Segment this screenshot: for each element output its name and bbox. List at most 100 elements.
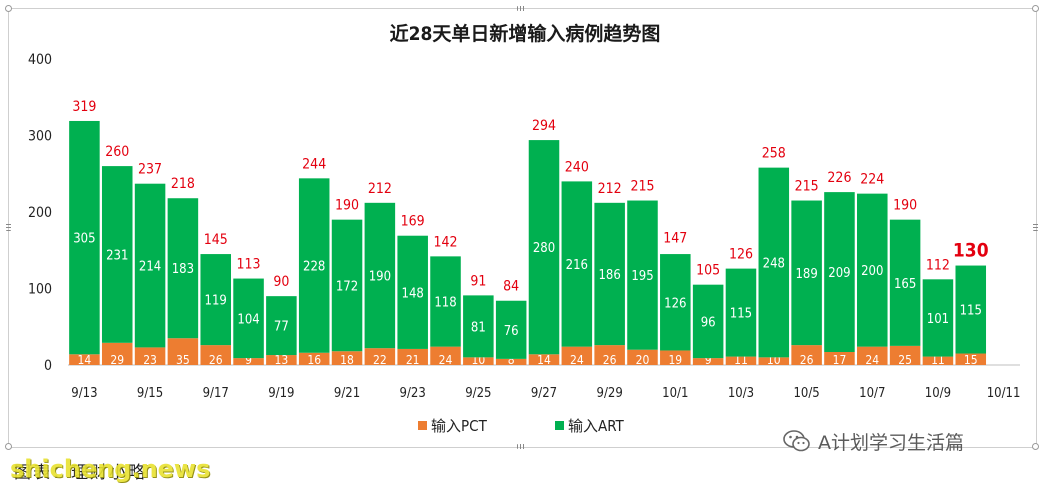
x-tick-label: 9/29 [597,386,623,401]
bar-pct [101,342,133,365]
bar-pct [594,345,625,365]
bar-art [463,295,494,358]
bar-pct [69,354,100,365]
bar-pct [758,357,790,365]
bar-art [298,178,330,353]
bar-pct [430,346,461,365]
bar-art-label: 280 [533,241,555,256]
bar-pct-label: 9 [245,353,252,367]
bar-art [627,200,658,350]
bar-pct-label: 20 [636,353,650,367]
bar-pct [791,345,822,365]
bar-art-label: 183 [172,262,194,277]
bar-art-label: 77 [274,320,289,335]
bar-art [233,278,264,359]
bar-art-label: 104 [237,312,259,327]
bar-art [660,254,691,351]
site-watermark: shicheng.news [10,455,211,483]
bar-total-label: 126 [729,247,753,263]
bar-art-label: 148 [402,286,424,301]
bar-art-label: 305 [73,232,95,247]
bar-pct [331,351,363,365]
bar-art [528,140,560,355]
bar-pct-label: 15 [964,353,978,367]
bar-pct-label: 29 [110,353,124,367]
bar-art-label: 231 [106,248,128,263]
y-tick-label: 300 [28,129,52,145]
bar-pct-label: 14 [78,353,92,367]
bar-total-label: 218 [171,176,195,192]
bar-pct [692,358,724,365]
bar-pct-label: 23 [143,353,157,367]
bar-total-label: 215 [630,179,654,195]
bar-pct-label: 24 [439,353,453,367]
bar-total-label: 113 [237,257,261,273]
bar-pct-label: 25 [898,353,912,367]
bar-pct [134,347,166,365]
bar-art [857,193,888,347]
chart-caption: 图表：理财小略 [14,463,147,483]
bar-art-label: 76 [504,324,519,339]
resize-handle-bottom-left[interactable] [5,443,12,450]
bar-pct-label: 14 [537,353,551,367]
bar-total-label: 215 [795,179,819,195]
bar-art-label: 209 [828,266,850,281]
resize-handle-bottom[interactable] [517,444,526,449]
resize-handle-top[interactable] [517,6,526,11]
x-tick-label: 10/9 [925,386,951,401]
bar-art-label: 96 [701,315,716,330]
bar-art-label: 189 [795,267,817,282]
bar-art [791,200,822,346]
bar-total-label: 142 [433,234,457,250]
legend-item-pct-label: 输入PCT [431,417,488,435]
bar-art [594,202,625,346]
bar-total-label: 226 [827,170,851,186]
bar-pct-label: 22 [373,353,387,367]
bar-pct [298,352,330,365]
resize-handle-top-right[interactable] [1032,5,1039,12]
x-tick-label: 9/21 [334,386,360,401]
resize-handle-bottom-right[interactable] [1032,443,1039,450]
resize-handle-top-left[interactable] [5,5,12,12]
bar-pct [561,346,593,365]
y-tick-label: 100 [28,282,52,298]
bar-pct-label: 9 [705,353,712,367]
bar-pct [266,355,297,365]
bar-art-label: 186 [598,268,620,283]
bar-pct-label: 16 [307,353,321,367]
watermark: A计划学习生活篇 [782,426,964,456]
x-tick-label: 10/5 [793,386,819,401]
bar-art-label: 172 [336,279,358,294]
bar-art [101,166,133,343]
bar-pct-label: 26 [209,353,223,367]
legend-item-art-swatch [555,421,564,430]
bar-total-label: 212 [598,181,622,197]
bar-art [955,265,987,354]
bar-total-label: 240 [565,159,589,175]
bar-total-label: 190 [335,198,359,214]
bar-pct-label: 26 [603,353,617,367]
bar-art [725,268,757,357]
bar-pct-label: 26 [800,353,814,367]
bar-art [331,219,363,352]
bar-total-label: 130 [953,240,989,262]
bar-art-label: 216 [566,258,588,273]
bar-pct-label: 18 [340,353,354,367]
bar-pct [660,350,691,365]
bar-total-label: 91 [470,273,486,289]
x-tick-label: 10/11 [987,386,1021,401]
bar-art [692,284,724,359]
x-tick-label: 10/7 [859,386,885,401]
bar-art-label: 118 [434,296,456,311]
bar-total-label: 212 [368,181,392,197]
bar-art-label: 101 [927,312,949,327]
bar-art-label: 126 [664,296,686,311]
bar-art [397,235,428,349]
bar-art-label: 248 [763,256,785,271]
bar-total-label: 294 [532,118,556,134]
x-tick-label: 10/3 [728,386,754,401]
resize-handle-left[interactable] [6,222,11,231]
bar-art [200,254,231,346]
resize-handle-right[interactable] [1033,222,1038,231]
